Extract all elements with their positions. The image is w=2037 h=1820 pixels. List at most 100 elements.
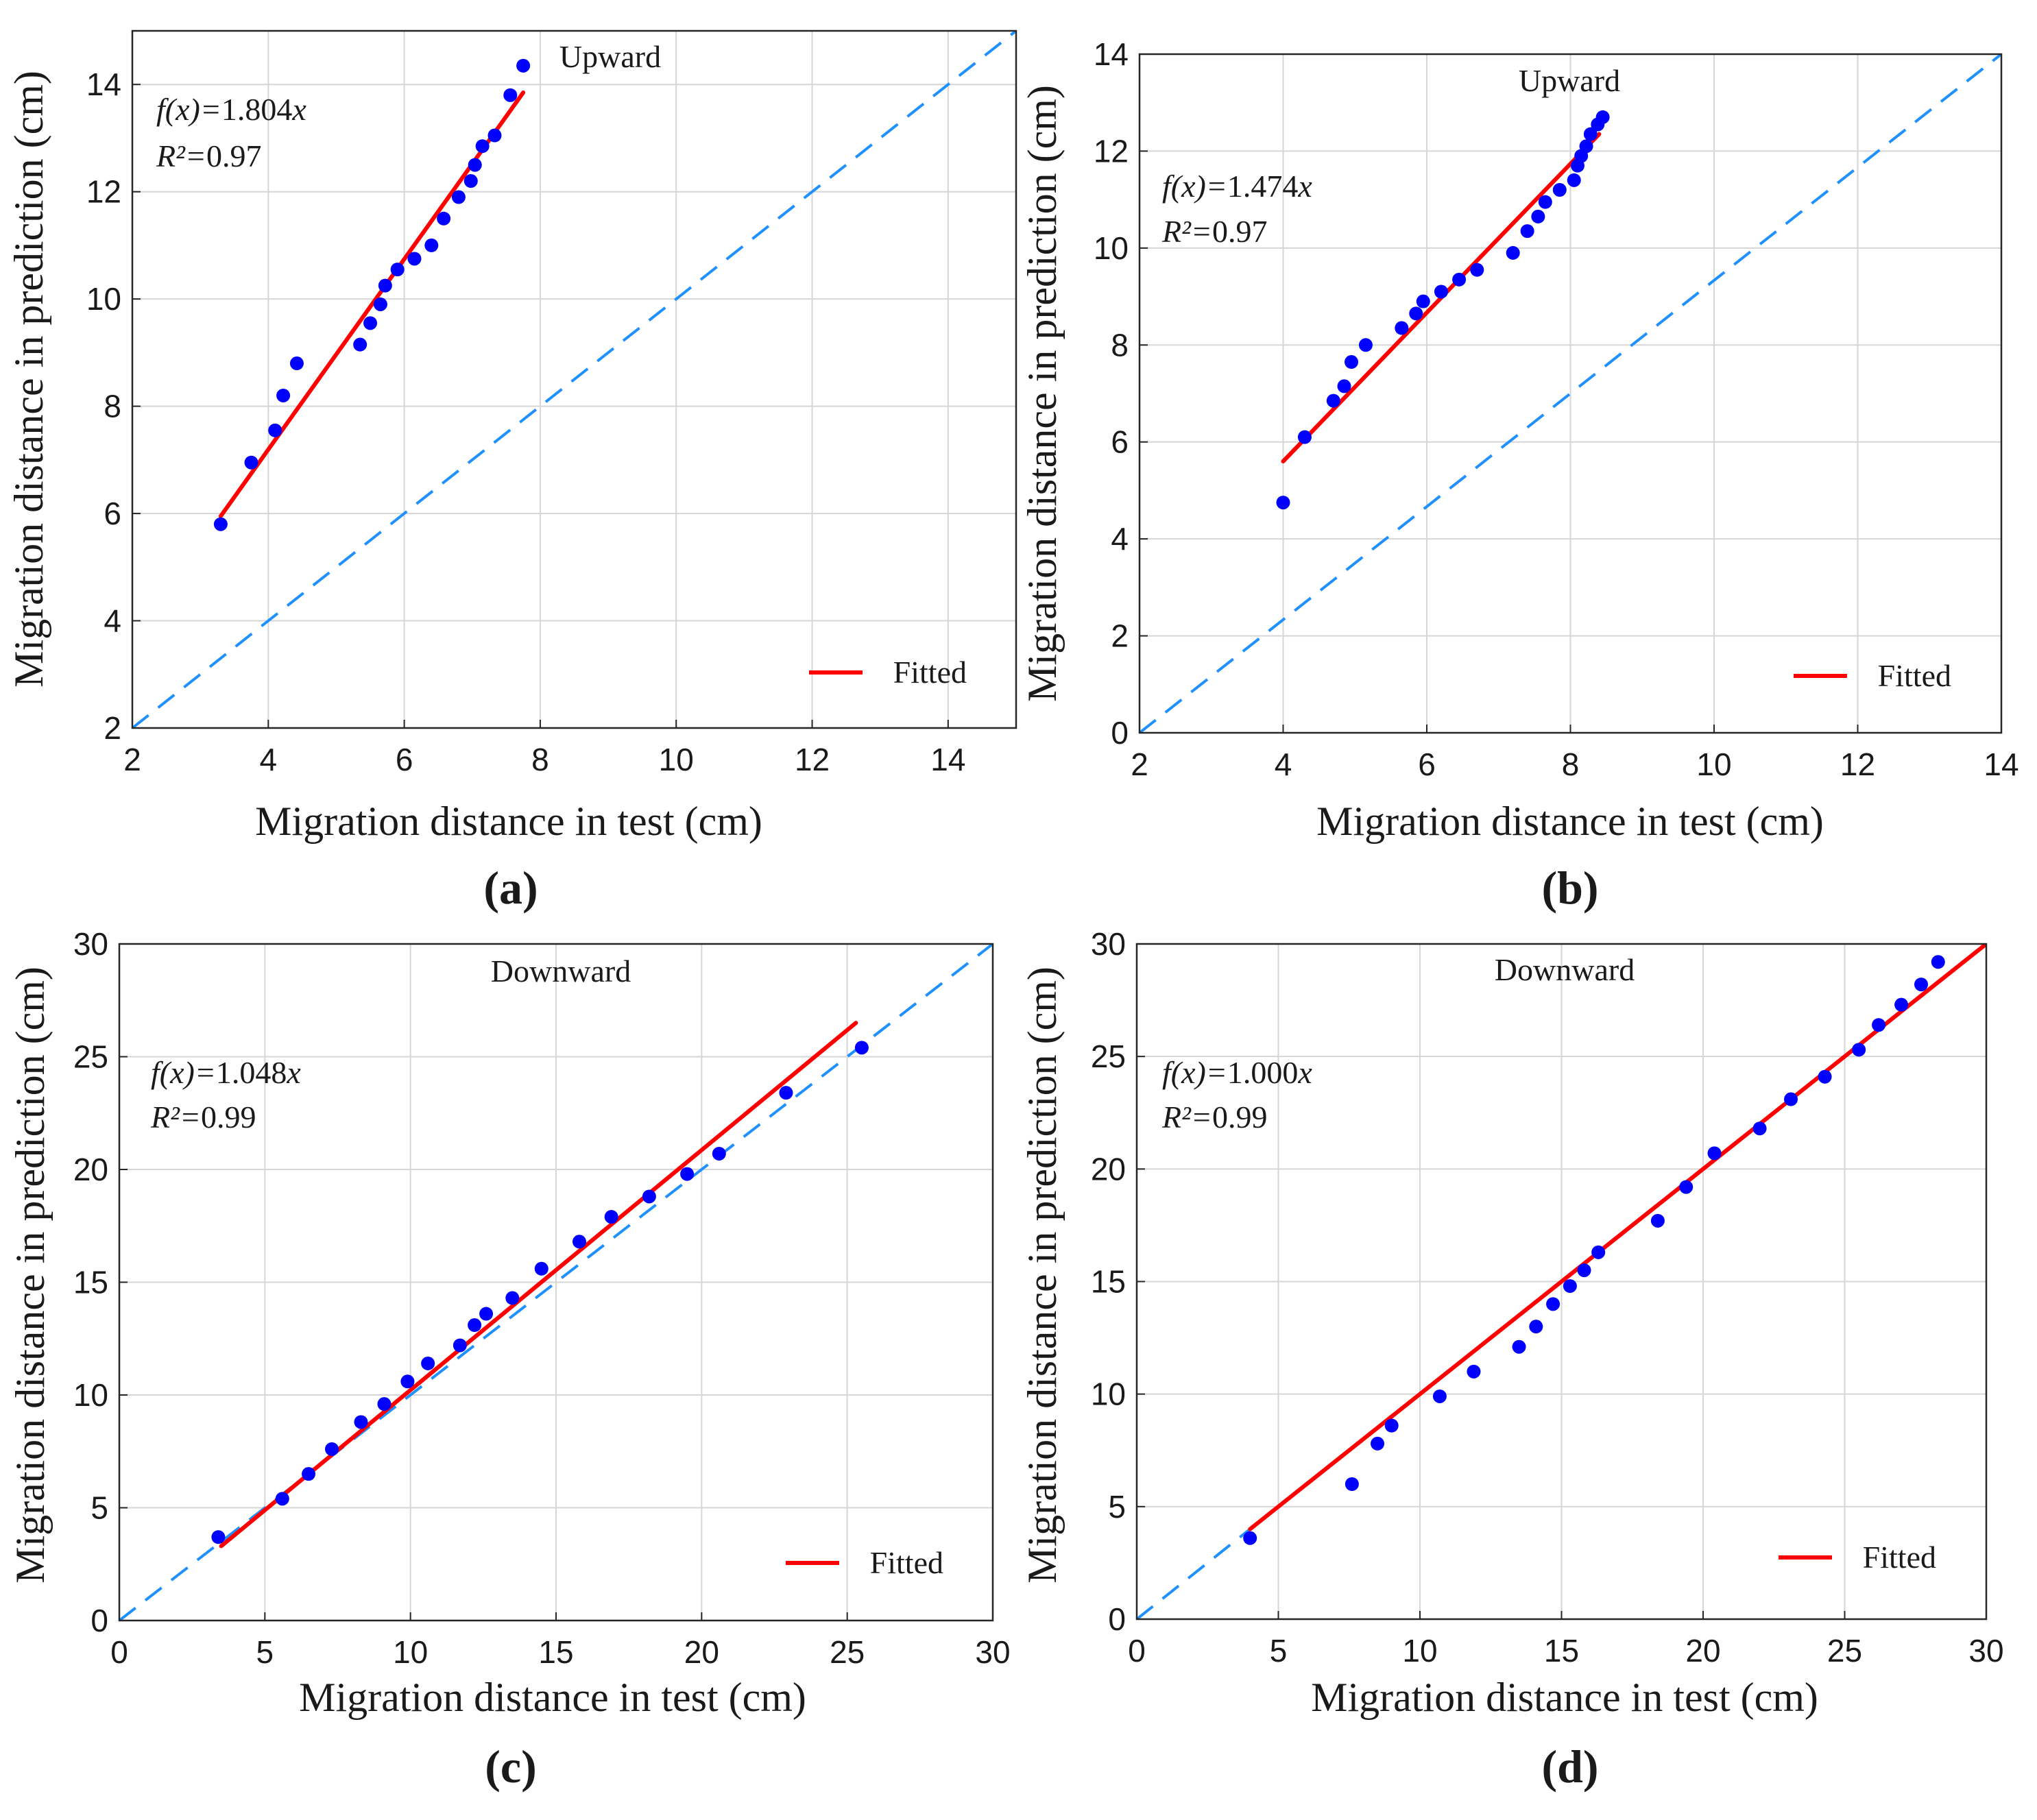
x-tick-label: 25 bbox=[1827, 1633, 1862, 1669]
r-squared: R²=0.97 bbox=[1161, 214, 1267, 249]
data-point bbox=[1579, 139, 1593, 154]
data-point bbox=[1345, 355, 1359, 369]
x-tick-label: 10 bbox=[393, 1634, 428, 1670]
x-tick-label: 14 bbox=[930, 742, 965, 777]
data-point bbox=[604, 1210, 618, 1224]
y-tick-label: 10 bbox=[73, 1377, 108, 1413]
x-tick-label: 0 bbox=[1128, 1633, 1146, 1669]
y-tick-label: 14 bbox=[1094, 36, 1129, 72]
fit-equation: f(x)=1.474x bbox=[1162, 169, 1312, 204]
series-title: Downward bbox=[1495, 952, 1635, 987]
r-squared-prefix: R²= bbox=[150, 1100, 201, 1135]
plot-area bbox=[1137, 944, 1986, 1619]
data-point bbox=[505, 1291, 520, 1305]
equation-coefficient: 1.048 bbox=[216, 1055, 287, 1090]
y-tick-label: 6 bbox=[1111, 424, 1129, 460]
panel-b: 2 4 6 8 10 12 1402468101214Upwardf(x)=1.474xR²… bbox=[1020, 36, 2019, 914]
x-axis-label: Migration distance in test (cm) bbox=[255, 799, 762, 844]
data-point bbox=[1452, 272, 1467, 287]
equation-prefix: f(x)= bbox=[1162, 169, 1227, 204]
fit-equation: f(x)=1.048x bbox=[151, 1055, 301, 1090]
data-point bbox=[1650, 1213, 1665, 1228]
data-point bbox=[211, 1530, 226, 1544]
data-point bbox=[1563, 1279, 1577, 1294]
data-point bbox=[276, 388, 291, 402]
data-point bbox=[1297, 430, 1312, 444]
data-point bbox=[854, 1041, 869, 1055]
x-tick-label: 25 bbox=[830, 1634, 865, 1670]
data-point bbox=[1591, 1245, 1606, 1259]
equation-prefix: f(x)= bbox=[151, 1055, 216, 1090]
legend-label: Fitted bbox=[1878, 658, 1951, 693]
equation-prefix: f(x)= bbox=[156, 92, 221, 127]
identity-line bbox=[1140, 54, 2001, 733]
data-point bbox=[1679, 1180, 1694, 1194]
data-point bbox=[779, 1086, 793, 1100]
data-point bbox=[378, 278, 392, 293]
data-point bbox=[1852, 1043, 1866, 1057]
y-tick-label: 20 bbox=[1091, 1151, 1126, 1187]
data-point bbox=[400, 1374, 415, 1389]
y-tick-label: 15 bbox=[73, 1265, 108, 1300]
data-point bbox=[1818, 1069, 1832, 1084]
plot-area bbox=[1140, 54, 2001, 733]
data-point bbox=[1529, 1320, 1543, 1334]
fit-equation: f(x)=1.804x bbox=[156, 92, 306, 127]
data-point bbox=[1707, 1146, 1722, 1161]
x-tick-label: 15 bbox=[1544, 1633, 1579, 1669]
x-axis-label: Migration distance in test (cm) bbox=[299, 1675, 806, 1720]
data-point bbox=[1432, 1389, 1447, 1403]
data-point bbox=[1872, 1018, 1886, 1032]
data-point bbox=[377, 1397, 391, 1411]
data-point bbox=[468, 158, 482, 172]
data-point bbox=[1384, 1418, 1399, 1433]
equation-variable: x bbox=[286, 1055, 301, 1090]
data-point bbox=[642, 1189, 656, 1204]
x-tick-label: 20 bbox=[1685, 1633, 1720, 1669]
y-tick-label: 10 bbox=[1094, 230, 1129, 266]
equation-variable: x bbox=[1297, 1055, 1312, 1090]
data-point bbox=[390, 263, 405, 277]
y-axis-label: Migration distance in prediction (cm) bbox=[6, 71, 51, 688]
x-axis-label: Migration distance in test (cm) bbox=[1316, 799, 1824, 844]
x-tick-label: 10 bbox=[1402, 1633, 1437, 1669]
data-point bbox=[1752, 1121, 1767, 1136]
y-tick-label: 15 bbox=[1091, 1264, 1126, 1300]
data-point bbox=[516, 58, 531, 73]
r-squared-prefix: R²= bbox=[156, 138, 206, 173]
y-axis-label: Migration distance in prediction (cm) bbox=[1020, 967, 1065, 1584]
data-point bbox=[1583, 127, 1598, 141]
panel-c: 0 5 10 15 20 25 30 0 5 10 15 20 25 30 Downward f(x)=1.0… bbox=[8, 926, 1011, 1793]
data-point bbox=[1409, 306, 1423, 321]
data-point bbox=[421, 1356, 435, 1370]
data-point bbox=[353, 337, 367, 352]
y-tick-label: 20 bbox=[73, 1152, 108, 1187]
x-tick-label: 12 bbox=[795, 742, 830, 777]
data-point bbox=[1784, 1092, 1798, 1106]
panel-d: 0 5 10 15 20 25 30 0 5 10 15 20 25 30 Downward f(x)=1.0… bbox=[1020, 926, 2004, 1793]
data-point bbox=[503, 88, 518, 102]
x-tick-label: 2 bbox=[1131, 747, 1148, 782]
data-point bbox=[325, 1442, 339, 1456]
data-point bbox=[1470, 263, 1484, 277]
r-squared-value: 0.97 bbox=[206, 138, 262, 173]
x-tick-label: 4 bbox=[260, 742, 278, 777]
data-point bbox=[1914, 978, 1929, 992]
x-tick-label: 12 bbox=[1840, 747, 1875, 782]
data-point bbox=[680, 1167, 695, 1181]
data-point bbox=[268, 423, 282, 437]
panel-label: (b) bbox=[1541, 862, 1598, 914]
legend-label: Fitted bbox=[1863, 1540, 1936, 1575]
r-squared: R²=0.99 bbox=[150, 1100, 256, 1135]
x-tick-label: 5 bbox=[256, 1634, 274, 1670]
r-squared-value: 0.97 bbox=[1212, 214, 1268, 249]
plot-area bbox=[132, 31, 1016, 728]
x-tick-label: 6 bbox=[396, 742, 413, 777]
data-point bbox=[1546, 1297, 1560, 1311]
y-tick-label: 8 bbox=[1111, 327, 1129, 363]
y-tick-label: 2 bbox=[1111, 618, 1129, 654]
data-point bbox=[407, 252, 422, 266]
y-tick-label: 5 bbox=[91, 1490, 108, 1526]
data-point bbox=[1894, 997, 1909, 1012]
